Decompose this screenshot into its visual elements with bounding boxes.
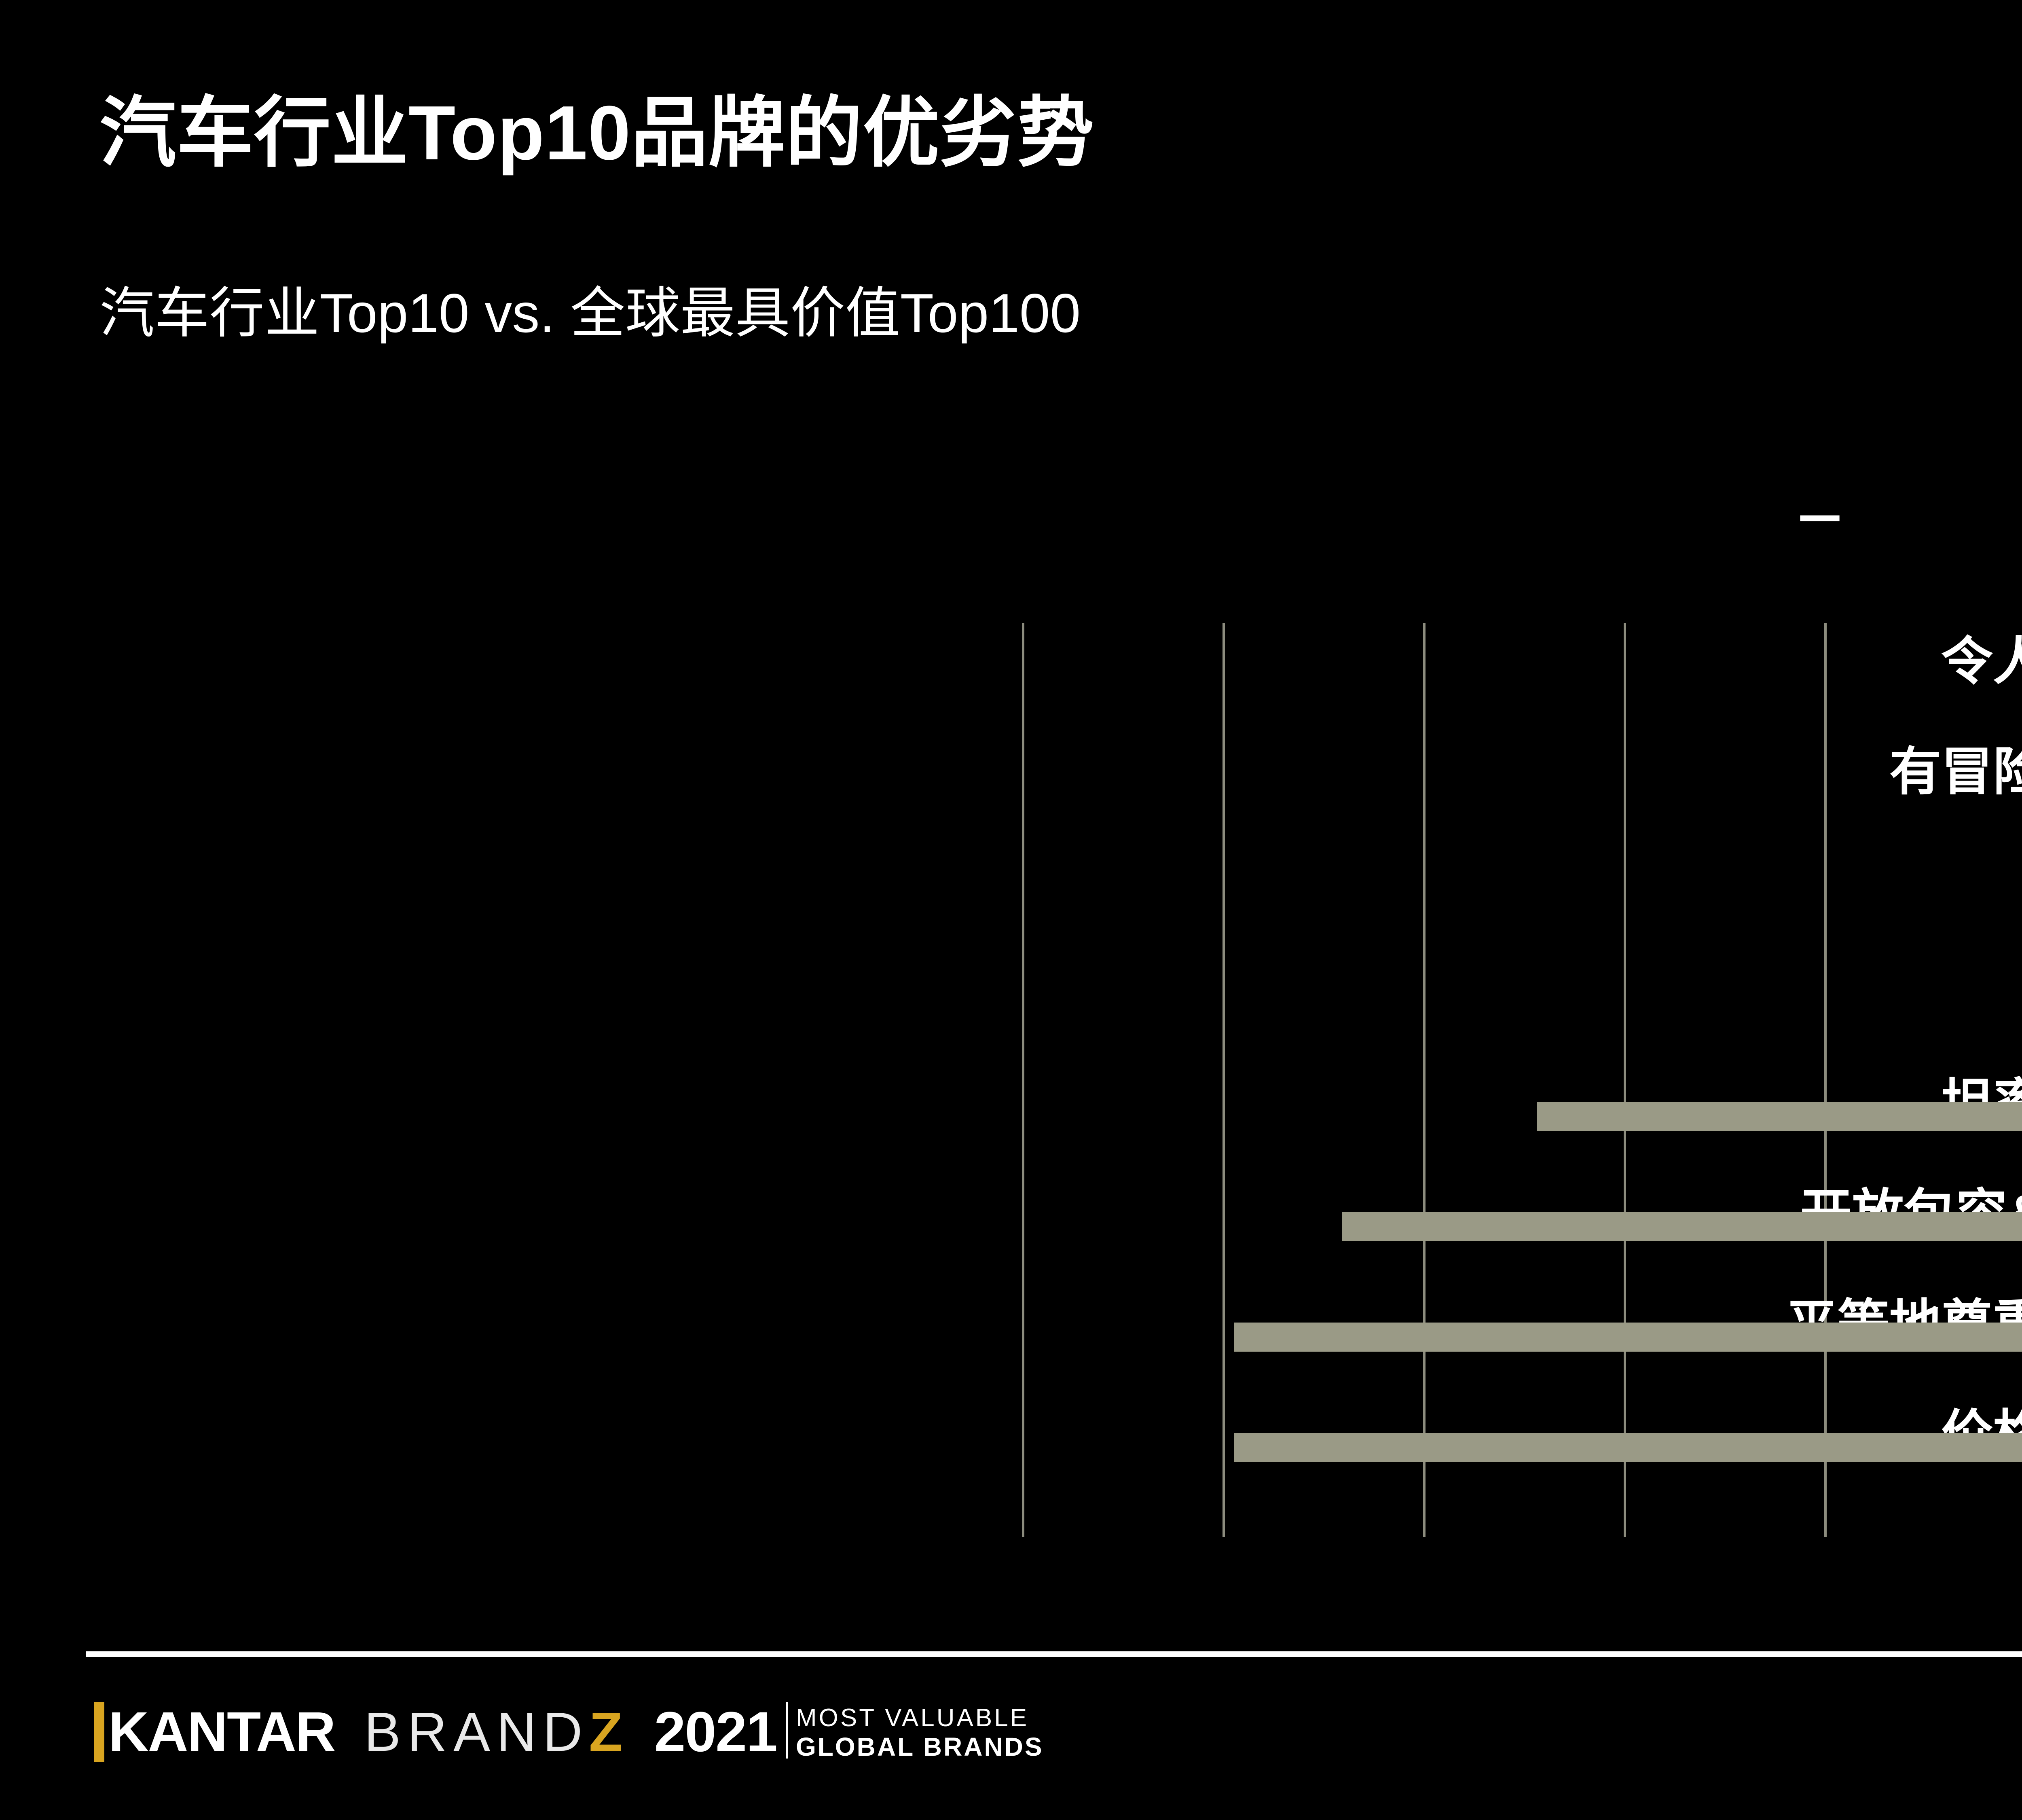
bar-6 xyxy=(1342,1212,2022,1241)
logo-brandz-text: BRANDZ xyxy=(364,1702,629,1762)
logo-z-text: Z xyxy=(589,1701,629,1763)
category-label-2: 有冒险精神的 xyxy=(1889,743,2022,801)
bar-5 xyxy=(1536,1102,2022,1131)
logo-year-text: 2021 xyxy=(654,1700,778,1763)
gridline-neg3 xyxy=(1423,623,1426,1537)
gridline-neg1 xyxy=(1824,623,1827,1537)
minus-sign-icon: − xyxy=(1796,472,1844,563)
gridline-neg4 xyxy=(1223,623,1225,1537)
logo-vertical-rule-icon xyxy=(785,1702,788,1759)
logo-tagline-line2: GLOBAL BRANDS xyxy=(795,1732,1044,1761)
kantar-brandz-logo: KANTAR BRANDZ 2021 MOST VALUABLE GLOBAL … xyxy=(94,1702,1044,1763)
logo-brand-text: BRAND xyxy=(364,1701,589,1763)
bar-7 xyxy=(1233,1323,2022,1352)
page-subtitle: 汽车行业Top10 vs. 全球最具价值Top100 xyxy=(99,282,1081,344)
bar-8 xyxy=(1233,1433,2022,1462)
page-title: 汽车行业Top10品牌的优劣势 xyxy=(99,90,1095,176)
logo-tagline: MOST VALUABLE GLOBAL BRANDS xyxy=(796,1702,1044,1763)
gridline-neg2 xyxy=(1624,623,1626,1537)
logo-gold-bar-icon xyxy=(94,1702,104,1762)
gridline-neg5 xyxy=(1022,623,1024,1537)
category-label-1: 令人向往的 xyxy=(1941,633,2022,690)
logo-tagline-line1: MOST VALUABLE xyxy=(795,1704,1029,1732)
footer-divider xyxy=(86,1651,2022,1657)
logo-kantar-text: KANTAR xyxy=(108,1701,336,1763)
